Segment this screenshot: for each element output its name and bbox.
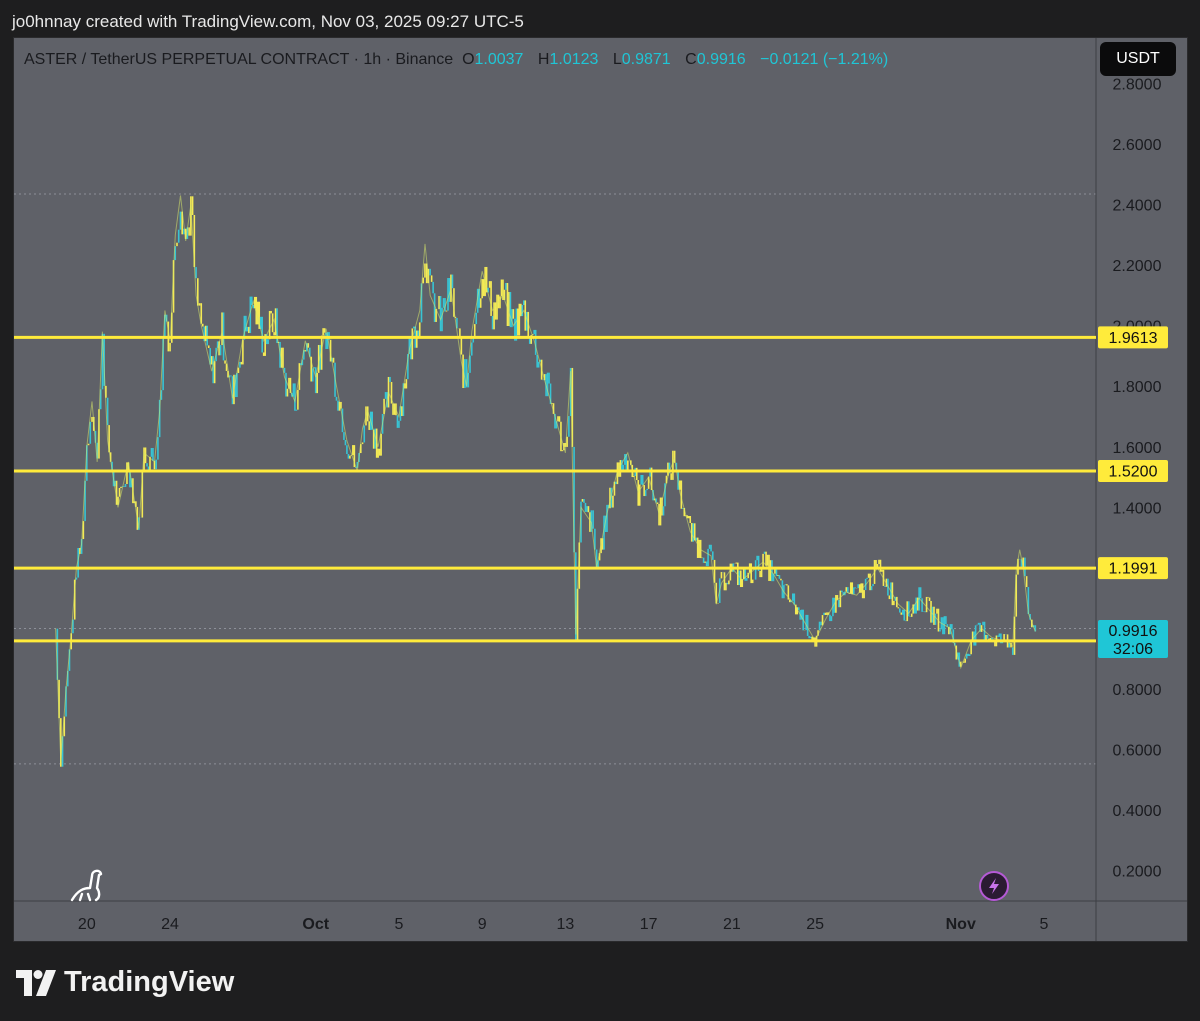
time-axis-tick: 17 [640, 916, 658, 933]
chart-credit: jo0hnnay created with TradingView.com, N… [12, 12, 524, 31]
symbol-name: ASTER / TetherUS PERPETUAL CONTRACT · 1h… [24, 51, 454, 68]
time-axis-tick: 25 [806, 916, 824, 933]
time-axis-tick: 20 [78, 916, 96, 933]
price-axis-tick: 0.6000 [1113, 743, 1162, 760]
time-axis-tick: Nov [946, 916, 976, 933]
tradingview-logo-text: TradingView [64, 966, 235, 998]
price-axis-tick: 0.4000 [1113, 803, 1162, 820]
price-axis-tick: 1.4000 [1113, 500, 1162, 517]
low-label: L [612, 51, 622, 68]
bar-countdown-label: 32:06 [1113, 641, 1153, 658]
price-axis-tick: 2.4000 [1113, 198, 1162, 215]
price-series-line [55, 195, 1036, 762]
level-price-badge [1098, 326, 1168, 349]
close-label: C [685, 51, 697, 68]
price-axis-tick: 1.6000 [1113, 440, 1162, 457]
open-label: O [462, 51, 475, 68]
level-price-label: 1.1991 [1109, 561, 1158, 578]
open-value: 1.0037 [474, 51, 524, 68]
time-axis-tick: 9 [478, 916, 487, 933]
level-price-badge [1098, 557, 1168, 580]
price-axis-tick: 0.8000 [1113, 682, 1162, 699]
chart-frame[interactable]: 2.80002.60002.40002.20002.00001.80001.60… [13, 37, 1188, 942]
high-label: H [537, 51, 550, 68]
level-price-badge [1098, 460, 1168, 483]
price-axis-tick: 2.8000 [1113, 76, 1162, 93]
last-price-badge [1098, 620, 1168, 659]
level-price-label: 1.9613 [1109, 330, 1158, 347]
last-price-label: 0.9916 [1109, 623, 1158, 640]
level-price-label: 1.5200 [1109, 464, 1158, 481]
price-axis-tick: 1.8000 [1113, 379, 1162, 396]
close-value: 0.9916 [696, 51, 746, 68]
time-axis-tick: 13 [557, 916, 575, 933]
time-axis-tick: 5 [1040, 916, 1049, 933]
time-axis-tick: 21 [723, 916, 741, 933]
change-value: −0.0121 (−1.21%) [760, 51, 889, 68]
dinosaur-replay-icon[interactable] [70, 869, 103, 902]
high-value: 1.0123 [549, 51, 599, 68]
time-axis-tick: 5 [394, 916, 403, 933]
tradingview-logo-icon [16, 969, 56, 996]
time-axis-tick: Oct [302, 916, 329, 933]
price-axis-tick: 2.6000 [1113, 137, 1162, 154]
price-axis-tick: 2.2000 [1113, 258, 1162, 275]
currency-button[interactable]: USDT [1100, 42, 1176, 76]
lightning-alert-icon[interactable] [979, 871, 1009, 901]
low-value: 0.9871 [621, 51, 671, 68]
chart-canvas[interactable]: 2.80002.60002.40002.20002.00001.80001.60… [14, 38, 1187, 941]
tradingview-logo[interactable]: TradingView [16, 966, 234, 999]
price-axis-tick: 0.2000 [1113, 864, 1162, 881]
symbol-legend[interactable]: ASTER / TetherUS PERPETUAL CONTRACT · 1h… [24, 51, 888, 69]
time-axis-tick: 24 [161, 916, 179, 933]
